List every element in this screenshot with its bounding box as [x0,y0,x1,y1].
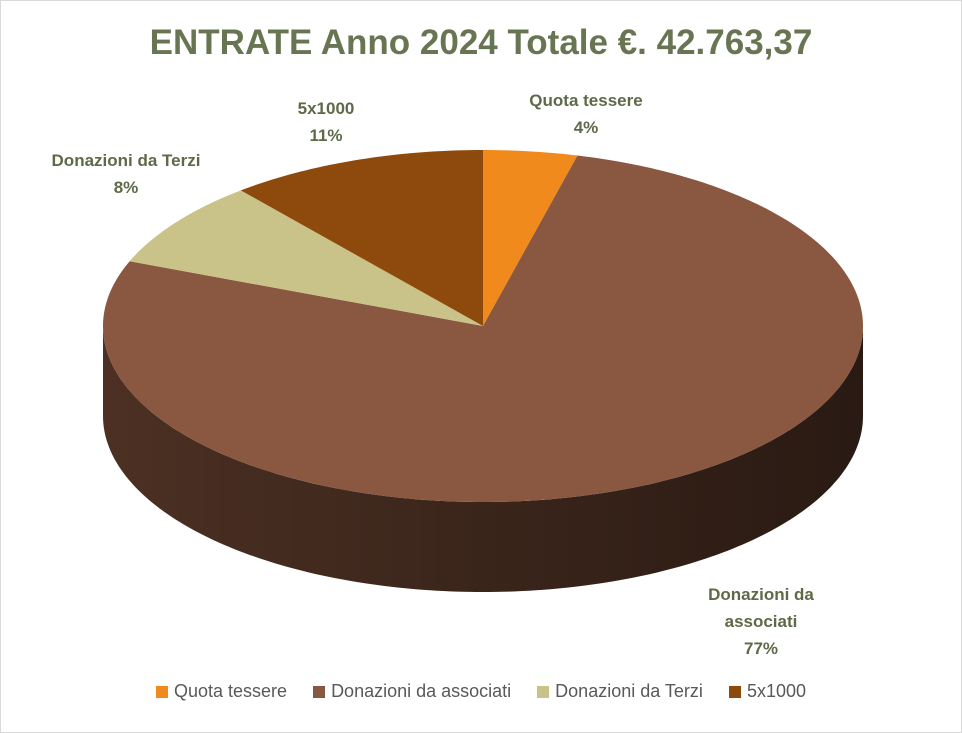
legend-swatch [156,685,168,698]
legend-item: 5x1000 [728,681,806,702]
data-label-value: 8% [113,178,139,197]
legend-label: Quota tessere [174,681,288,701]
slice [240,150,483,326]
legend-item: Donazioni da Terzi [537,681,703,702]
data-label-value: 11% [309,126,343,145]
legend-label: Donazioni da Terzi [555,681,703,701]
data-label-name: 5x1000 [297,99,355,118]
data-label: Quota tessere 4% [511,87,661,141]
legend-swatch [537,685,550,698]
legend: Quota tessere Donazioni da associati Donaz… [1,681,961,702]
slice [129,190,483,326]
legend-item: Quota tessere [156,681,287,702]
legend-label: Donazioni da associati [331,681,512,701]
data-label: Donazioni da associati 77% [681,581,841,662]
chart-title: ENTRATE Anno 2024 Totale €. 42.763,37 [149,23,813,62]
slice-side [103,326,863,592]
legend-swatch [728,685,741,698]
data-label-name: Donazioni da Terzi [51,151,201,170]
legend-item: Donazioni da associati [313,681,511,702]
data-label: Donazioni da Terzi 8% [51,147,201,201]
data-label-name: Quota tessere [529,91,643,110]
slice [483,150,578,326]
legend-swatch [313,685,326,698]
slice [103,155,863,502]
data-label-name: Donazioni da associati [708,585,814,631]
data-label-value: 77% [743,639,779,658]
data-label: 5x1000 11% [251,95,401,149]
data-label-value: 4% [573,118,599,137]
legend-label: 5x1000 [746,681,806,701]
